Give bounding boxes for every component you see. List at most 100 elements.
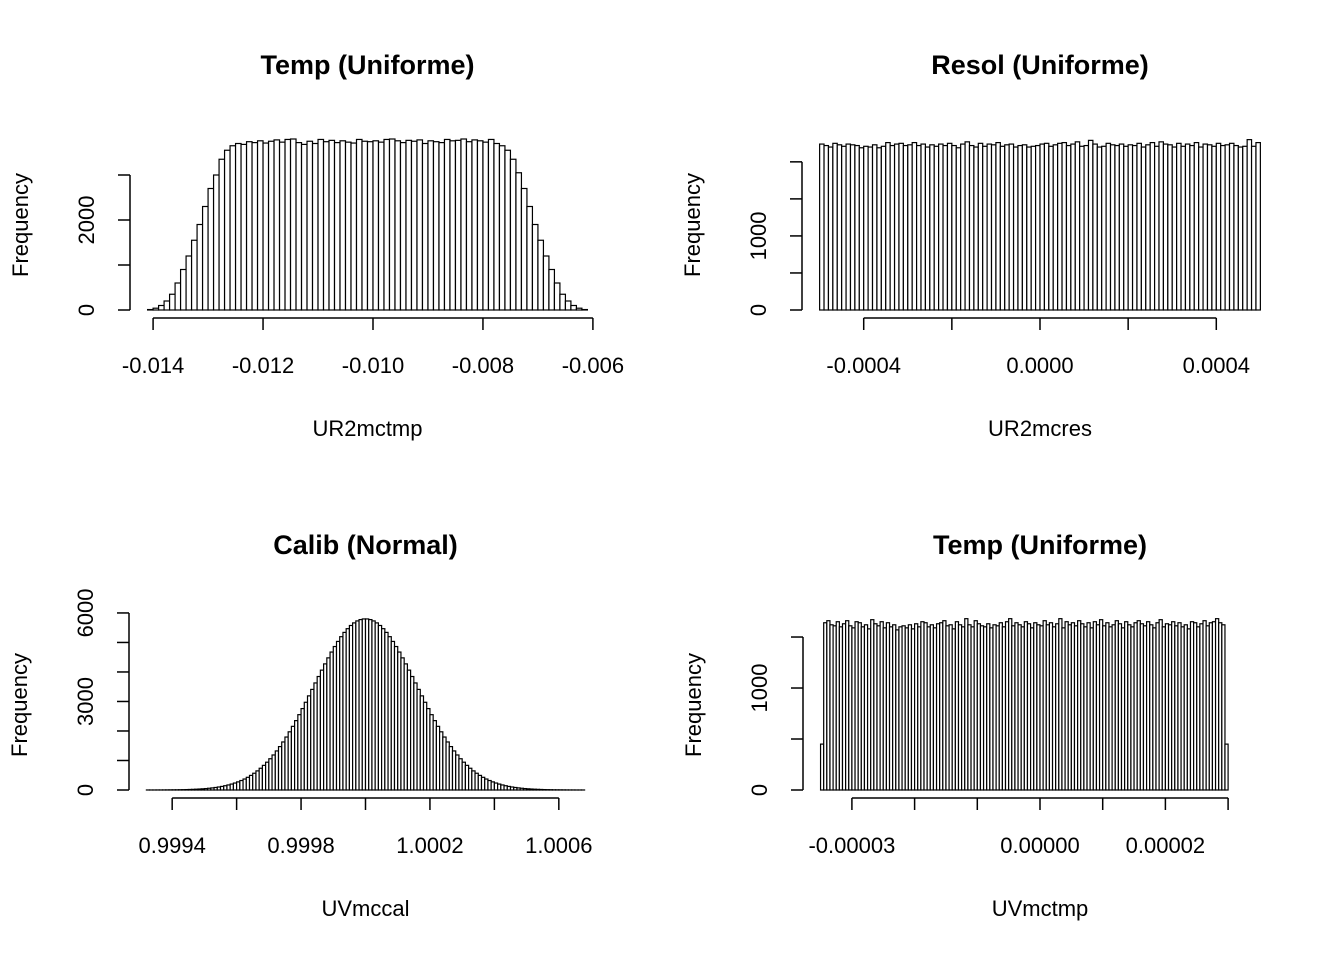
bar: [1052, 144, 1059, 311]
x-tick-label: -0.012: [232, 353, 294, 378]
bar: [942, 144, 949, 311]
bar: [1039, 143, 1046, 311]
bar: [498, 145, 506, 311]
bar: [1145, 144, 1151, 311]
bar: [273, 139, 281, 311]
bar: [1087, 139, 1094, 311]
bar: [920, 143, 927, 311]
bar: [427, 140, 435, 311]
bar: [234, 142, 242, 311]
bar: [1079, 145, 1085, 311]
bar: [1220, 144, 1226, 311]
bar: [845, 143, 852, 311]
bar: [938, 143, 944, 311]
bar: [399, 142, 407, 311]
bar: [1162, 143, 1169, 311]
bar: [1083, 144, 1090, 311]
bar: [218, 158, 226, 311]
bar: [1224, 743, 1229, 791]
bar: [311, 142, 319, 311]
x-axis-label: UR2mctmp: [312, 416, 422, 441]
bar: [284, 138, 292, 311]
bar: [1158, 141, 1165, 311]
bar: [372, 140, 380, 311]
bar: [443, 138, 451, 311]
bar: [504, 149, 512, 311]
bar: [1114, 144, 1120, 311]
bar: [1127, 144, 1134, 311]
x-axis-label: UR2mcres: [988, 416, 1092, 441]
bar: [1140, 146, 1147, 311]
bar: [339, 140, 347, 311]
bar: [832, 142, 838, 311]
bar: [1026, 146, 1032, 311]
bar: [867, 146, 874, 311]
bar: [1096, 146, 1103, 311]
bar: [1136, 142, 1142, 311]
bar: [449, 140, 457, 311]
bar: [487, 138, 495, 311]
bar: [1070, 143, 1076, 311]
bar: [841, 145, 847, 311]
bar: [553, 282, 561, 311]
bar: [995, 141, 1001, 311]
x-tick-label: 0.9998: [267, 833, 334, 858]
bar: [179, 268, 187, 311]
bar: [394, 140, 402, 311]
x-tick-label: 0.00002: [1126, 833, 1206, 858]
bar: [889, 144, 896, 311]
bar: [849, 144, 856, 311]
bar: [559, 293, 567, 311]
y-tick-label: 2000: [74, 196, 99, 245]
bar: [482, 141, 490, 311]
bar: [1250, 145, 1257, 311]
bar: [168, 293, 176, 311]
bar: [1153, 145, 1160, 311]
bar: [152, 307, 160, 311]
bar: [827, 146, 834, 311]
bar: [306, 140, 314, 311]
bar: [438, 142, 446, 311]
y-tick-label: 1000: [746, 211, 771, 260]
y-tick-label: 0: [746, 304, 771, 316]
bar: [1184, 143, 1191, 311]
bar: [823, 144, 830, 311]
bar: [880, 145, 887, 311]
bar: [929, 144, 935, 311]
bar: [223, 149, 231, 311]
bar: [460, 138, 468, 311]
bar: [262, 142, 270, 311]
bar: [1043, 142, 1050, 311]
bar: [955, 147, 962, 311]
bar: [278, 141, 286, 311]
bar: [1057, 142, 1063, 311]
bar: [251, 142, 259, 311]
y-tick-label: 0: [73, 784, 98, 796]
bar: [977, 142, 984, 311]
bar: [999, 145, 1006, 311]
bar: [564, 300, 572, 311]
bar: [1105, 142, 1112, 311]
x-tick-label: -0.00003: [808, 833, 895, 858]
bar: [898, 142, 904, 311]
bar: [1012, 146, 1019, 311]
bar: [1176, 142, 1182, 311]
bar: [1202, 143, 1209, 311]
panel-title: Calib (Normal): [273, 530, 458, 560]
bar: [836, 144, 843, 311]
bar: [515, 172, 523, 311]
bar: [951, 144, 957, 311]
bar: [196, 223, 204, 311]
x-tick-label: 1.0006: [525, 833, 592, 858]
bar: [575, 307, 583, 311]
bar: [924, 146, 931, 311]
bar: [1149, 141, 1156, 311]
bar: [1180, 145, 1187, 311]
bar: [333, 142, 341, 311]
bar: [1211, 145, 1217, 311]
bar: [1255, 141, 1261, 311]
bar: [915, 144, 922, 311]
bar: [902, 144, 909, 311]
bar: [1008, 143, 1015, 311]
